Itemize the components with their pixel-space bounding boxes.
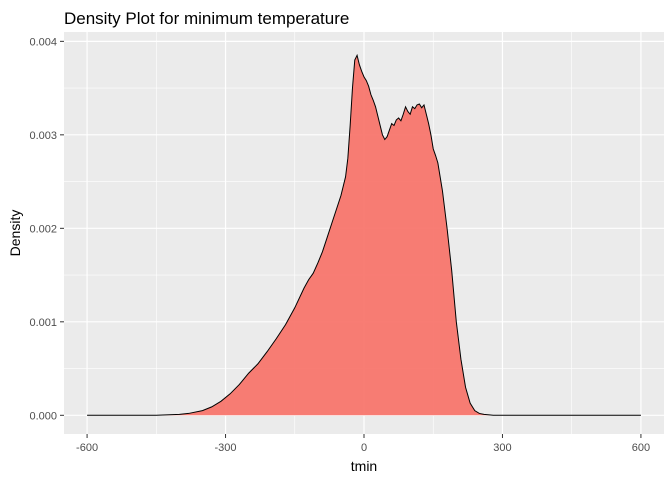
y-tick-label: 0.002 bbox=[29, 223, 57, 235]
x-tick-label: 600 bbox=[632, 442, 650, 454]
x-axis-title: tmin bbox=[351, 458, 377, 474]
y-tick-label: 0.004 bbox=[29, 36, 57, 48]
x-tick-label: -600 bbox=[76, 442, 98, 454]
chart-title: Density Plot for minimum temperature bbox=[64, 9, 349, 28]
x-tick-label: 0 bbox=[361, 442, 367, 454]
density-area bbox=[87, 55, 641, 416]
x-tick-label: -300 bbox=[215, 442, 237, 454]
x-axis: -600 -300 0 300 600 bbox=[76, 434, 650, 454]
density-area-group bbox=[87, 53, 641, 416]
y-tick-label: 0.000 bbox=[29, 410, 57, 422]
y-tick-label: 0.001 bbox=[29, 317, 57, 329]
density-outline bbox=[87, 53, 641, 416]
y-tick-label: 0.003 bbox=[29, 130, 57, 142]
y-axis-title: Density bbox=[7, 210, 23, 257]
x-tick-label: 300 bbox=[493, 442, 511, 454]
y-axis: 0.000 0.001 0.002 0.003 0.004 bbox=[29, 36, 64, 422]
